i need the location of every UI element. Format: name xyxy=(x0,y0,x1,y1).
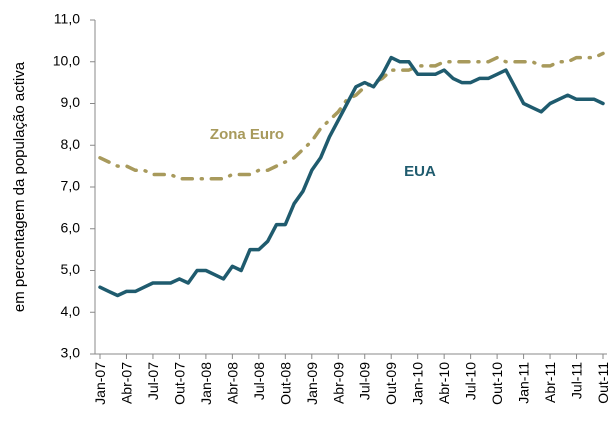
y-tick-label: 3,0 xyxy=(61,345,81,361)
x-tick-label: Jan-09 xyxy=(304,362,320,405)
x-tick-label: Jul-10 xyxy=(463,362,479,400)
y-tick-label: 9,0 xyxy=(61,94,81,110)
y-tick-label: 8,0 xyxy=(61,136,81,152)
x-tick-label: Abr-09 xyxy=(330,362,346,404)
x-tick-label: Jul-08 xyxy=(251,362,267,400)
y-tick-label: 6,0 xyxy=(61,219,81,235)
x-tick-label: Out-10 xyxy=(489,362,505,405)
x-tick-label: Jan-11 xyxy=(516,362,532,404)
x-tick-label: Out-08 xyxy=(277,362,293,405)
x-tick-label: Out-09 xyxy=(383,362,399,405)
series-line xyxy=(98,51,605,181)
x-tick-label: Jan-07 xyxy=(92,362,108,405)
x-tick-label: Jan-10 xyxy=(410,362,426,405)
x-tick-label: Jul-07 xyxy=(145,362,161,400)
y-tick-label: 4,0 xyxy=(61,303,81,319)
x-tick-label: Abr-11 xyxy=(542,362,558,403)
series-line xyxy=(98,55,605,298)
y-tick-label: 5,0 xyxy=(61,261,81,277)
x-tick-label: Abr-08 xyxy=(224,362,240,404)
x-tick-label: Abr-07 xyxy=(118,362,134,404)
x-tick-label: Out-11 xyxy=(595,362,609,404)
y-tick-label: 11,0 xyxy=(54,11,80,27)
x-tick-label: Jul-09 xyxy=(357,362,373,400)
y-axis-label: em percentagem da população activa xyxy=(11,61,28,312)
x-tick-label: Jul-11 xyxy=(569,362,585,399)
x-tick-label: Jan-08 xyxy=(198,362,214,405)
x-tick-label: Out-07 xyxy=(171,362,187,405)
annotation: EUA xyxy=(404,163,436,180)
annotation: Zona Euro xyxy=(210,126,284,143)
y-tick-label: 7,0 xyxy=(61,178,81,194)
y-tick-label: 10,0 xyxy=(53,52,80,68)
x-tick-label: Abr-10 xyxy=(436,362,452,404)
